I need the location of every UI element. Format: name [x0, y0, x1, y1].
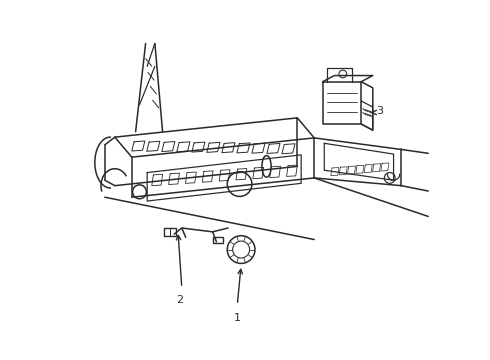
Text: 1: 1 — [234, 313, 241, 323]
Text: 2: 2 — [176, 295, 183, 305]
Text: 3: 3 — [377, 106, 384, 116]
Bar — [214, 237, 222, 243]
Bar — [164, 228, 176, 236]
